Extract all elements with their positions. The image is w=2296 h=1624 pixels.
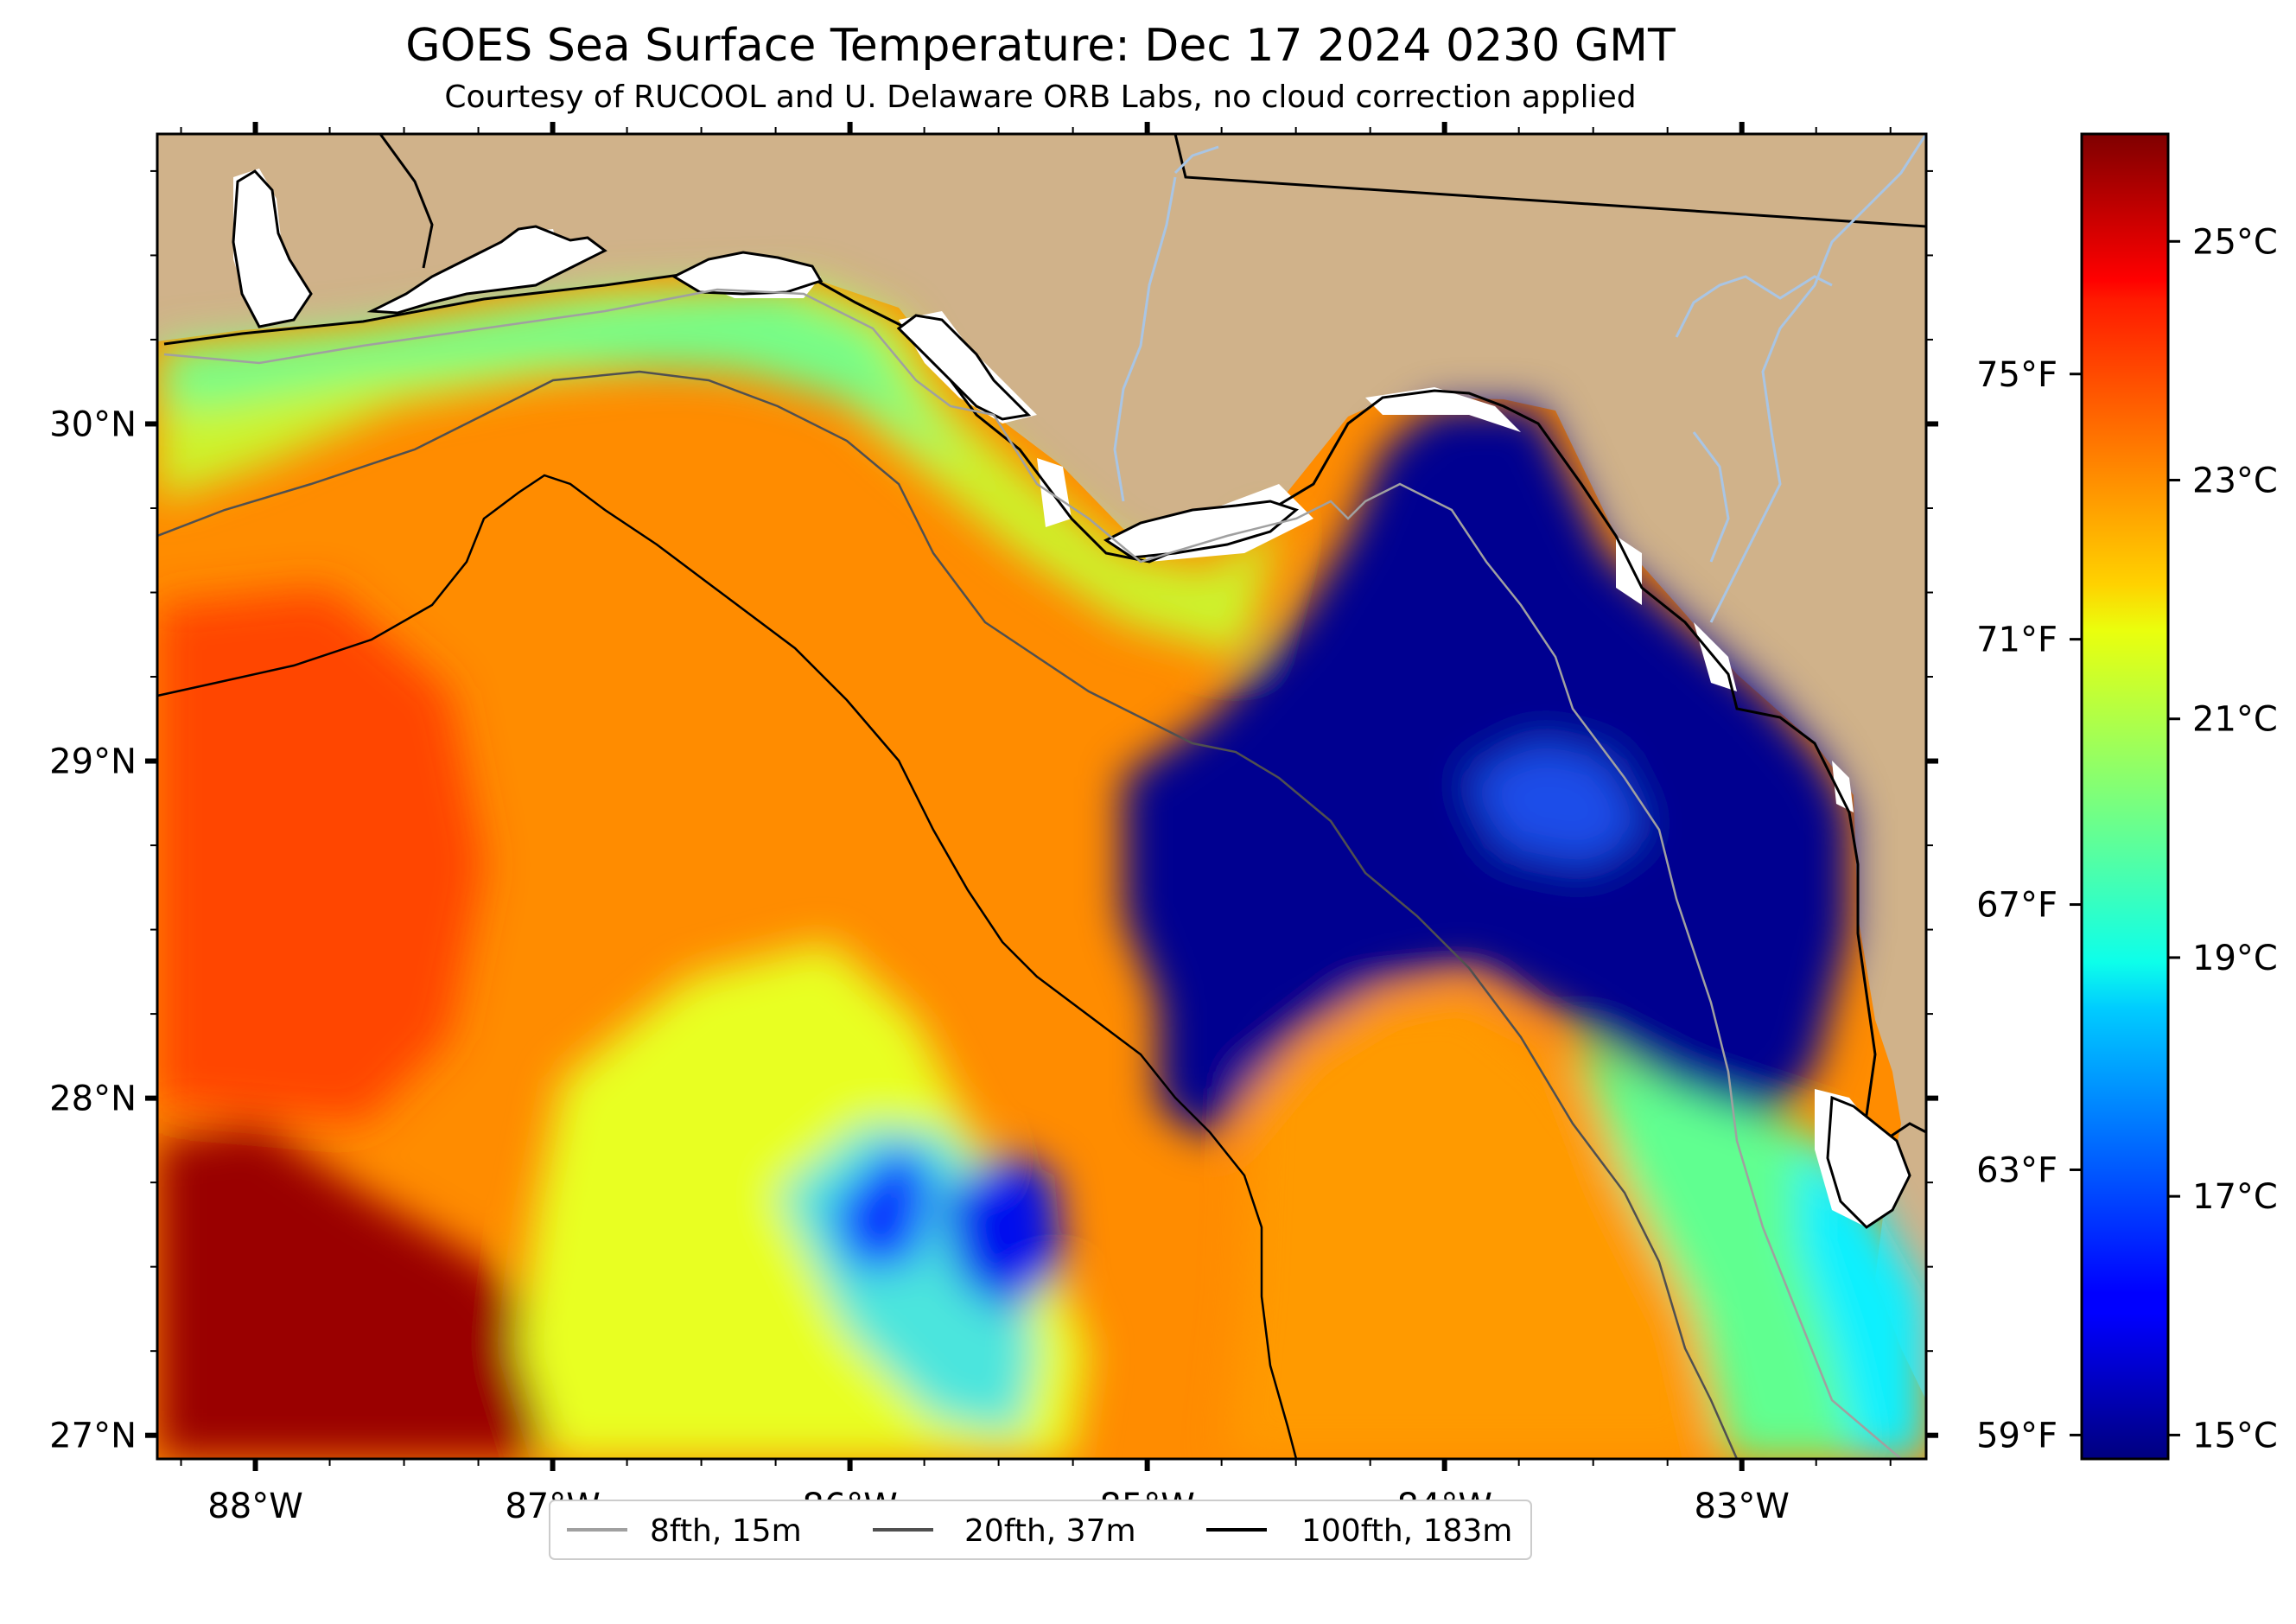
colorbar-celsius-label: 25°C: [2192, 222, 2278, 262]
colorbar-celsius-label: 19°C: [2192, 939, 2278, 978]
y-tick-label: 27°N: [49, 1417, 137, 1456]
colorbar-celsius-label: 21°C: [2192, 700, 2278, 740]
colorbar-celsius-label: 17°C: [2192, 1177, 2278, 1217]
sst-blue-eddy-1: [830, 1141, 933, 1271]
sst-blue-east-patches: [1469, 743, 1642, 864]
y-axis-ticks: 30°N 29°N 28°N 27°N: [49, 404, 1938, 1456]
legend-box: [549, 1500, 1532, 1560]
colorbar-fahrenheit-label: 71°F: [1976, 621, 2057, 660]
colorbar-celsius-label: 15°C: [2192, 1416, 2278, 1455]
minor-ticks: [150, 127, 1933, 1466]
colorbar-fahrenheit-label: 59°F: [1976, 1416, 2057, 1455]
sst-warm-southwest: [157, 1124, 562, 1459]
state-boundary: [1173, 134, 1926, 228]
x-tick-label: 83°W: [1694, 1487, 1789, 1526]
pensacola-bay: [366, 225, 607, 315]
isobath-20fth: [157, 370, 1739, 1459]
legend: 8fth, 15m 20fth, 37m 100fth, 183m: [549, 1500, 1532, 1560]
st-andrews-bay: [896, 314, 1032, 421]
legend-item-8fth: 8fth, 15m: [567, 1513, 802, 1549]
choctawhatchee-bay: [671, 251, 824, 296]
colorbar: [2080, 132, 2170, 1461]
legend-item-100fth: 100fth, 183m: [1206, 1513, 1512, 1549]
y-tick-label: 29°N: [49, 742, 137, 782]
legend-label-20fth: 20fth, 37m: [964, 1513, 1136, 1549]
isobath-8fth: [163, 288, 1902, 1459]
state-boundary-west: [378, 134, 434, 269]
map-frame: [156, 132, 1928, 1461]
legend-label-8fth: 8fth, 15m: [650, 1513, 802, 1549]
colorbar-fahrenheit-ticks: 75°F 71°F 67°F 63°F 59°F: [1976, 355, 2082, 1455]
sst-field: [157, 270, 1926, 1459]
mobile-bay: [232, 169, 313, 328]
apalachicola-bay: [1103, 500, 1300, 559]
y-tick-label: 30°N: [49, 404, 137, 444]
x-tick-label: 88°W: [207, 1487, 302, 1526]
sst-warm-west: [157, 588, 484, 1124]
colorbar-fahrenheit-label: 63°F: [1976, 1150, 2057, 1190]
sst-coastal-cyan: [164, 290, 968, 467]
sst-coastal-band: [157, 283, 1279, 657]
colorbar-fahrenheit-label: 67°F: [1976, 886, 2057, 926]
coastline: [163, 268, 1926, 1162]
sst-blue-eddy-2: [942, 1150, 1063, 1314]
figure-title: GOES Sea Surface Temperature: Dec 17 202…: [405, 20, 1676, 72]
tampa-bay: [1826, 1095, 1911, 1229]
legend-label-100fth: 100fth, 183m: [1301, 1513, 1512, 1549]
isobath-100fth: [157, 474, 1298, 1459]
legend-item-20fth: 20fth, 37m: [873, 1513, 1136, 1549]
figure-subtitle: Courtesy of RUCOOL and U. Delaware ORB L…: [444, 80, 1636, 115]
colorbar-celsius-label: 23°C: [2192, 462, 2278, 501]
sst-warm-southeast: [1227, 994, 1711, 1459]
colorbar-fahrenheit-label: 75°F: [1976, 355, 2057, 395]
sst-cyan-southeast: [1797, 1150, 1926, 1459]
y-tick-label: 28°N: [49, 1079, 137, 1119]
colorbar-celsius-ticks: 25°C 23°C 21°C 19°C 17°C 15°C: [2168, 222, 2278, 1455]
rivers: [1113, 134, 1926, 623]
map-area: [157, 134, 1926, 1459]
